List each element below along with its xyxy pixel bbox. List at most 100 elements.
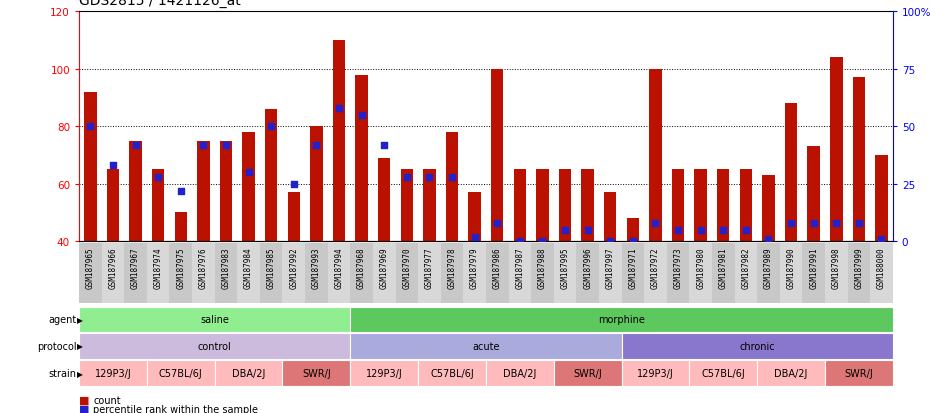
- Text: ▶: ▶: [77, 342, 83, 351]
- Point: [173, 188, 188, 195]
- Bar: [129, 141, 141, 242]
- Bar: [853, 78, 865, 242]
- Text: GSM187975: GSM187975: [177, 247, 185, 288]
- Text: chronic: chronic: [739, 341, 775, 351]
- Bar: [785, 104, 797, 242]
- Point: [105, 163, 120, 169]
- Bar: [485, 244, 509, 304]
- Text: SWR/J: SWR/J: [573, 368, 602, 378]
- Bar: [712, 244, 735, 304]
- Text: GSM187966: GSM187966: [109, 247, 117, 288]
- Text: GSM187996: GSM187996: [583, 247, 592, 288]
- Bar: [395, 244, 418, 304]
- Text: ■: ■: [79, 404, 89, 413]
- Point: [377, 142, 392, 149]
- Bar: [689, 361, 757, 386]
- Bar: [355, 76, 368, 242]
- Text: C57BL/6J: C57BL/6J: [431, 368, 474, 378]
- Bar: [84, 93, 97, 242]
- Text: GSM187965: GSM187965: [86, 247, 95, 288]
- Text: GSM187982: GSM187982: [741, 247, 751, 288]
- Point: [716, 227, 731, 233]
- Bar: [671, 170, 684, 242]
- Text: GSM187971: GSM187971: [629, 247, 637, 288]
- Text: ▶: ▶: [77, 369, 83, 378]
- Text: percentile rank within the sample: percentile rank within the sample: [93, 404, 258, 413]
- Text: GSM187968: GSM187968: [357, 247, 366, 288]
- Text: morphine: morphine: [598, 315, 645, 325]
- Point: [784, 220, 799, 227]
- Bar: [333, 41, 345, 242]
- Bar: [378, 159, 391, 242]
- Text: GSM187973: GSM187973: [673, 247, 683, 288]
- Bar: [599, 244, 621, 304]
- Text: GSM187995: GSM187995: [561, 247, 569, 288]
- Bar: [537, 170, 549, 242]
- Bar: [79, 333, 351, 359]
- Text: DBA/2J: DBA/2J: [503, 368, 537, 378]
- Bar: [193, 244, 215, 304]
- Text: GSM187986: GSM187986: [493, 247, 501, 288]
- Bar: [649, 70, 661, 242]
- Text: SWR/J: SWR/J: [844, 368, 873, 378]
- Text: C57BL/6J: C57BL/6J: [701, 368, 745, 378]
- Point: [829, 220, 844, 227]
- Bar: [79, 244, 101, 304]
- Bar: [327, 244, 351, 304]
- Bar: [695, 170, 707, 242]
- Text: GSM187970: GSM187970: [403, 247, 411, 288]
- Bar: [107, 170, 119, 242]
- Text: acute: acute: [472, 341, 499, 351]
- Text: saline: saline: [200, 315, 229, 325]
- Bar: [807, 147, 820, 242]
- Point: [648, 220, 663, 227]
- Bar: [830, 58, 843, 242]
- Text: GSM187974: GSM187974: [153, 247, 163, 288]
- Text: GSM187981: GSM187981: [719, 247, 728, 288]
- Text: GSM187967: GSM187967: [131, 247, 140, 288]
- Bar: [423, 170, 435, 242]
- Bar: [621, 333, 893, 359]
- Bar: [351, 333, 621, 359]
- Point: [399, 174, 414, 181]
- Bar: [779, 244, 803, 304]
- Point: [332, 105, 347, 112]
- Point: [558, 227, 573, 233]
- Bar: [621, 361, 689, 386]
- Text: GDS2815 / 1421126_at: GDS2815 / 1421126_at: [79, 0, 241, 8]
- Bar: [469, 193, 481, 242]
- Bar: [627, 218, 639, 242]
- Point: [309, 142, 324, 149]
- Bar: [870, 244, 893, 304]
- Bar: [667, 244, 689, 304]
- Point: [354, 112, 369, 119]
- Bar: [825, 244, 847, 304]
- Text: GSM187983: GSM187983: [221, 247, 231, 288]
- Bar: [757, 361, 825, 386]
- Bar: [463, 244, 485, 304]
- Bar: [265, 110, 277, 242]
- Text: 129P3/J: 129P3/J: [637, 368, 674, 378]
- Text: 129P3/J: 129P3/J: [95, 368, 131, 378]
- Text: GSM187991: GSM187991: [809, 247, 818, 288]
- Bar: [553, 361, 621, 386]
- Text: GSM187977: GSM187977: [425, 247, 434, 288]
- Text: GSM187993: GSM187993: [312, 247, 321, 288]
- Point: [196, 142, 211, 149]
- Bar: [553, 244, 577, 304]
- Bar: [621, 244, 644, 304]
- Bar: [373, 244, 395, 304]
- Point: [625, 238, 640, 245]
- Point: [852, 220, 867, 227]
- Point: [151, 174, 166, 181]
- Point: [603, 238, 618, 245]
- Bar: [79, 361, 147, 386]
- Bar: [717, 170, 729, 242]
- Point: [512, 238, 527, 245]
- Point: [580, 227, 595, 233]
- Text: GSM187980: GSM187980: [697, 247, 705, 288]
- Bar: [197, 141, 209, 242]
- Bar: [513, 170, 526, 242]
- Text: GSM187994: GSM187994: [335, 247, 343, 288]
- Bar: [283, 244, 305, 304]
